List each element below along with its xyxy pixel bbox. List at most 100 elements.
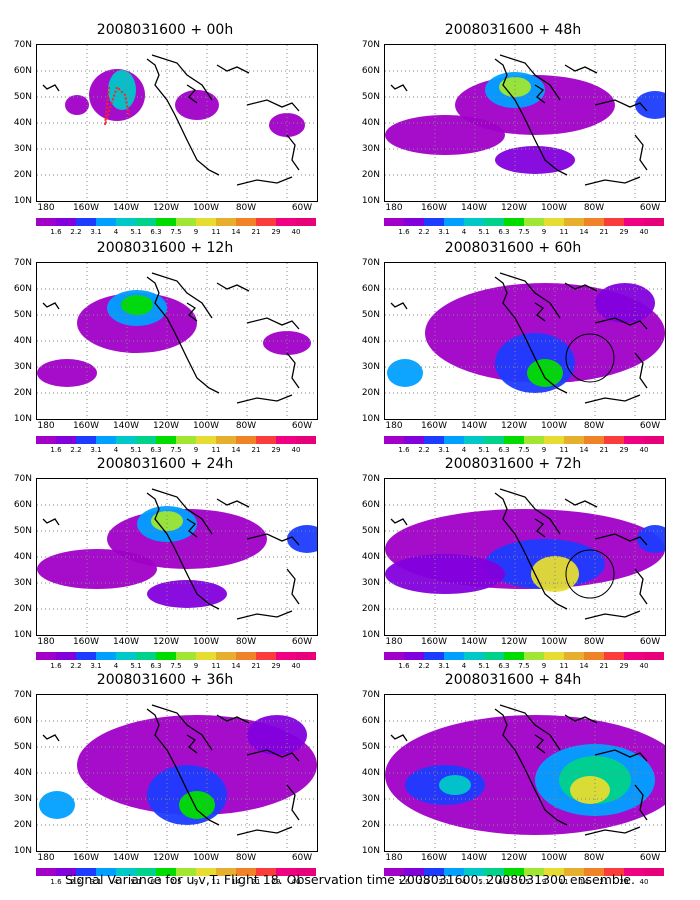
coastline: [564, 282, 598, 292]
latitude-label: 10N: [13, 630, 32, 640]
colorbar-label: 7.5: [170, 228, 182, 236]
coastline: [564, 498, 598, 508]
colorbar-label: 21: [251, 446, 261, 454]
colorbar-swatch: [424, 436, 444, 444]
latitude-label: 10N: [13, 414, 32, 424]
colorbar-swatch: [624, 652, 644, 660]
colorbar-swatch: [76, 218, 96, 226]
longitude-label: 100W: [192, 637, 220, 647]
colorbar-label: 1.6: [398, 878, 410, 886]
colorbar-label: 40: [639, 662, 649, 670]
longitude-label: 160W: [420, 421, 448, 431]
map-panel: 2008031600 + 60h 70N 60N 50N 40N 30N 20N 10N 180…: [348, 240, 678, 458]
coastline: [534, 84, 546, 104]
colorbar-label: 6.3: [498, 228, 510, 236]
coastline: [494, 708, 568, 826]
colorbar-label: 21: [599, 228, 609, 236]
map-panel: 2008031600 + 36h 70N 60N 50N 40N 30N 20N 10N 180…: [0, 672, 330, 890]
colorbar-label: 21: [599, 662, 609, 670]
variance-contour: [147, 580, 227, 608]
colorbar-label: 11: [559, 878, 569, 886]
panel-title: 2008031600 + 36h: [96, 672, 234, 688]
colorbar-swatch: [136, 868, 156, 876]
variance-contour: [287, 525, 317, 553]
coastline: [584, 394, 641, 404]
colorbar-swatch: [156, 436, 176, 444]
map-panel: 2008031600 + 24h 70N 60N 50N 40N 30N 20N 10N 180…: [0, 456, 330, 674]
colorbar-label: 1.6: [398, 228, 410, 236]
variance-contour: [439, 775, 471, 795]
colorbar-label: 4: [461, 662, 467, 670]
colorbar-swatch: [444, 218, 464, 226]
longitude-label: 80W: [235, 203, 257, 213]
coastline: [151, 54, 213, 101]
colorbar-label: 21: [251, 228, 261, 236]
colorbar-label: 9: [193, 662, 199, 670]
colorbar-swatch: [584, 218, 604, 226]
longitude-label: 120W: [152, 203, 180, 213]
coastline: [186, 518, 198, 538]
latitude-label: 20N: [13, 388, 32, 398]
colorbar-label: 3.1: [438, 446, 450, 454]
longitude-label: 140W: [460, 637, 488, 647]
latitude-label: 20N: [361, 170, 380, 180]
latitude-label: 40N: [361, 336, 380, 346]
variance-map: [384, 262, 666, 420]
colorbar-swatch: [96, 218, 116, 226]
colorbar-swatch: [156, 868, 176, 876]
colorbar-swatch: [196, 218, 216, 226]
colorbar-swatch: [76, 868, 96, 876]
latitude-label: 70N: [361, 258, 380, 268]
colorbar-swatch: [56, 218, 76, 226]
colorbar-swatch: [564, 436, 584, 444]
coastline: [634, 134, 648, 171]
colorbar-label: 6.3: [498, 662, 510, 670]
colorbar-label: 11: [559, 228, 569, 236]
coastline: [216, 714, 250, 724]
colorbar-label: 11: [211, 878, 221, 886]
colorbar-label: 7.5: [518, 662, 530, 670]
latitude-label: 40N: [13, 336, 32, 346]
colorbar-label: 7.5: [518, 228, 530, 236]
colorbar-swatch: [464, 868, 484, 876]
longitude-label: 60W: [639, 203, 661, 213]
colorbar-swatch: [384, 868, 404, 876]
colorbar-swatch: [176, 868, 196, 876]
coastline: [236, 610, 293, 620]
colorbar-swatch: [96, 652, 116, 660]
colorbar-label: 5.1: [478, 446, 490, 454]
coastline: [390, 518, 408, 526]
longitude-label: 100W: [540, 637, 568, 647]
latitude-label: 30N: [361, 362, 380, 372]
coastline: [216, 64, 250, 74]
longitude-label: 180: [37, 853, 55, 863]
longitude-label: 100W: [192, 853, 220, 863]
colorbar-swatch: [136, 436, 156, 444]
colorbar-swatch: [236, 436, 256, 444]
colorbar-swatch: [424, 868, 444, 876]
colorbar-swatch: [504, 218, 524, 226]
panel-title: 2008031600 + 48h: [444, 22, 582, 38]
colorbar-label: 21: [599, 878, 609, 886]
coastline: [216, 498, 250, 508]
longitude-label: 180: [37, 421, 55, 431]
colorbar-label: 2.2: [418, 878, 430, 886]
coastline: [390, 84, 408, 92]
colorbar-swatch: [76, 436, 96, 444]
longitude-label: 140W: [112, 637, 140, 647]
target-circle: [565, 333, 615, 383]
colorbar-swatch: [564, 218, 584, 226]
colorbar-label: 29: [271, 228, 281, 236]
colorbar: [36, 436, 316, 444]
coastline: [146, 708, 220, 826]
colorbar-swatch: [196, 652, 216, 660]
colorbar-label: 4: [113, 662, 119, 670]
colorbar-label: 9: [541, 878, 547, 886]
colorbar-label: 3.1: [90, 446, 102, 454]
colorbar-swatch: [544, 436, 564, 444]
colorbar-label: 5.1: [130, 878, 142, 886]
colorbar-label: 7.5: [518, 446, 530, 454]
coastline: [286, 784, 300, 821]
colorbar-label: 5.1: [478, 878, 490, 886]
latitude-label: 50N: [13, 742, 32, 752]
